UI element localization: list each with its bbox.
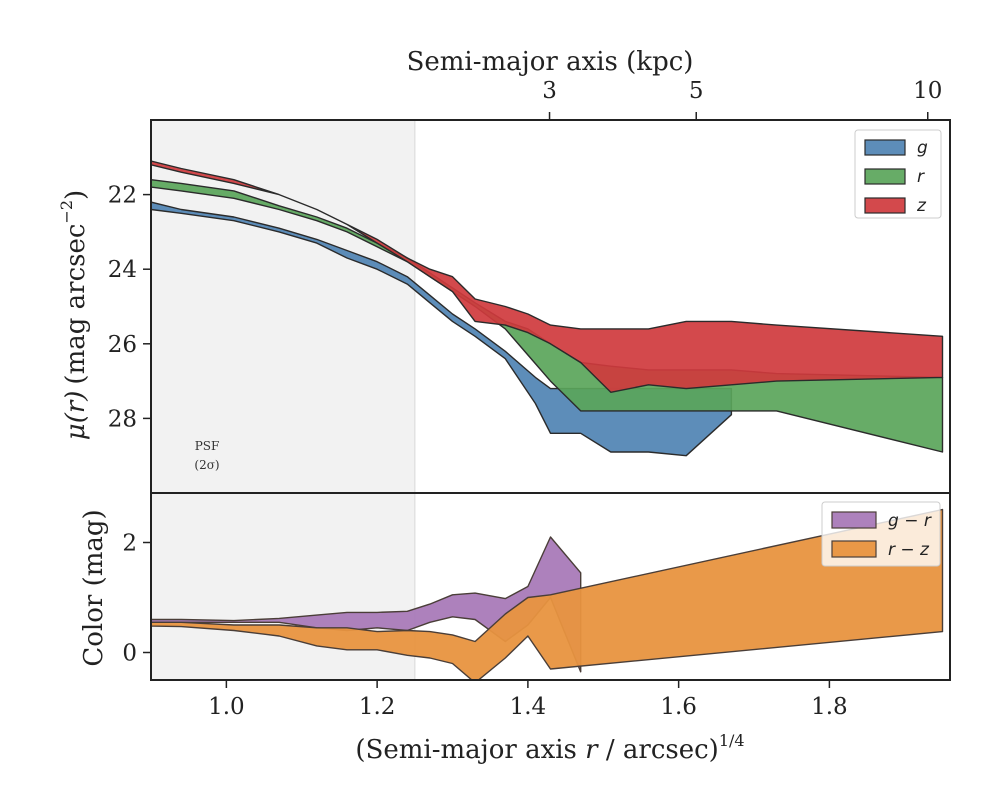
- x-tick-label: 1.2: [359, 694, 396, 720]
- top-y-tick-label: 28: [108, 406, 137, 432]
- x-axis-title: (Semi-major axis r / arcsec)1/4: [355, 731, 744, 765]
- legend-label: r − z: [888, 540, 930, 560]
- top-y-axis-title-close: ): [61, 190, 91, 200]
- x-tick-label: 1.4: [510, 694, 547, 720]
- top-y-tick-label: 26: [108, 332, 137, 358]
- top-y-axis-title-var: μ(r): [61, 391, 91, 441]
- band-top-2: [151, 160, 944, 393]
- legend-label: g: [917, 138, 928, 158]
- legend-swatch: [831, 540, 877, 558]
- top-panel: [150, 119, 951, 494]
- legend-swatch: [864, 168, 906, 185]
- top-legend: grz: [854, 129, 942, 219]
- x-tick-label: 1.0: [208, 694, 245, 720]
- bottom-panel: [150, 492, 951, 681]
- psf-shaded-region: [151, 493, 415, 680]
- x-axis-ticks: 1.0 1.2 1.4 1.6 1.8: [208, 680, 848, 720]
- bottom-y-axis-title: Color (mag): [79, 509, 109, 666]
- x-tick-label: 1.6: [660, 694, 697, 720]
- bottom-y-axis-ticks: 02: [122, 531, 151, 667]
- top-y-axis-title-exp: −2: [57, 200, 76, 224]
- top-y-tick-label: 24: [108, 257, 137, 283]
- bottom-legend: g − r r − z: [821, 501, 941, 567]
- psf-annotation-line1: PSF: [195, 439, 220, 453]
- x-axis-title-var: r: [585, 735, 599, 765]
- legend-swatch: [831, 511, 877, 529]
- legend-swatch: [864, 197, 906, 214]
- x-axis-title-main: (Semi-major axis: [355, 735, 585, 765]
- band-bottom-1: [151, 508, 944, 680]
- legend-label: r: [917, 167, 925, 187]
- legend-label: g − r: [888, 511, 932, 531]
- x-tick-label: 1.8: [811, 694, 848, 720]
- top-axis-ticks: 3510203050: [542, 78, 942, 120]
- top-y-axis-ticks: 22 24 26 28: [108, 183, 151, 432]
- top-tick-label: 3: [542, 78, 557, 104]
- top-y-tick-label: 22: [108, 183, 137, 209]
- psf-shaded-region: [151, 120, 415, 493]
- bottom-y-tick-label: 0: [122, 641, 137, 667]
- top-tick-label: 5: [689, 78, 704, 104]
- legend-label: z: [916, 196, 927, 216]
- psf-annotation-line2: (2σ): [194, 458, 219, 472]
- top-y-axis-title: μ(r) (mag arcsec−2): [57, 190, 91, 440]
- legend-swatch: [864, 139, 906, 156]
- x-axis-title-exp: 1/4: [719, 731, 745, 750]
- top-axis-title: Semi-major axis (kpc): [407, 47, 694, 77]
- top-tick-label: 10: [913, 78, 942, 104]
- bottom-y-tick-label: 2: [122, 531, 137, 557]
- top-y-axis-title-unit: (mag arcsec: [61, 224, 91, 385]
- bottom-panel-frame: [150, 492, 951, 681]
- x-axis-title-rest: / arcsec): [598, 735, 719, 765]
